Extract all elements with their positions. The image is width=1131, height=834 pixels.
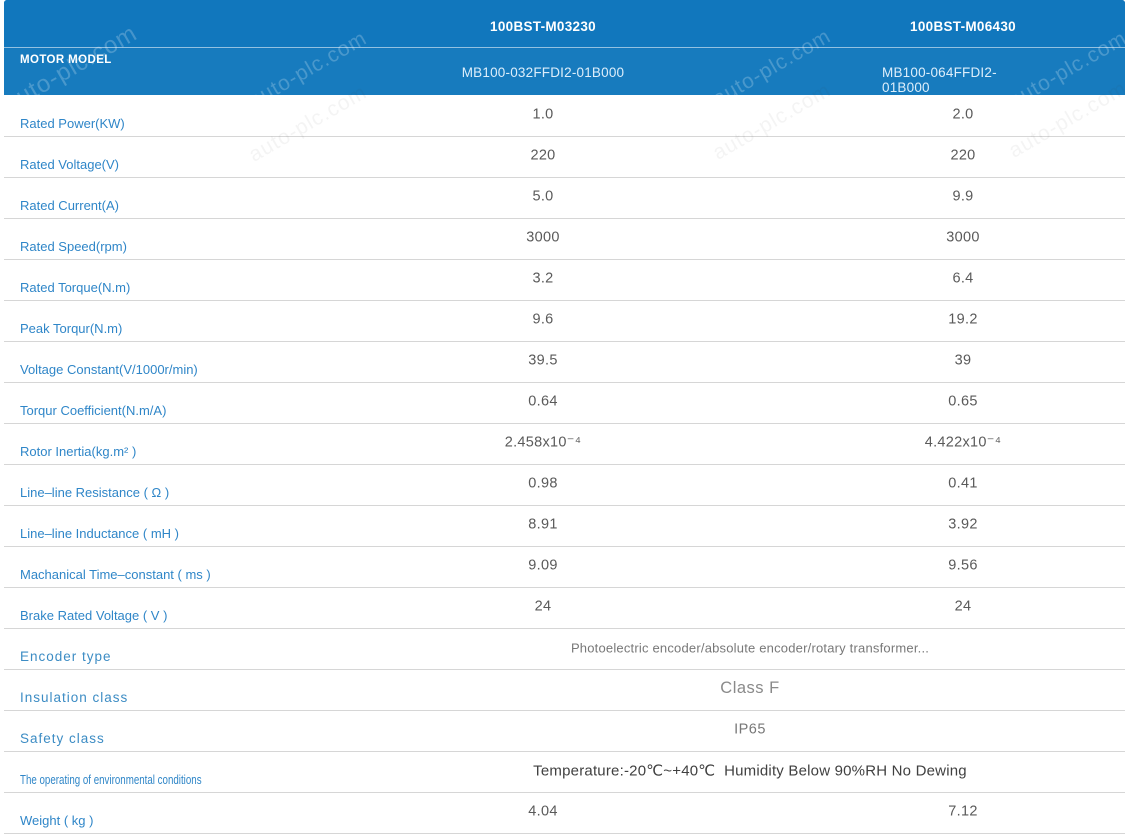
spec-value-col1: 0.98 bbox=[528, 475, 558, 492]
table-row: The operating of environmental condition… bbox=[4, 752, 1125, 793]
spec-value-col1: 24 bbox=[534, 598, 552, 615]
row-label: Rated Power(KW) bbox=[20, 116, 125, 131]
table-row: Safety class IP65 bbox=[4, 711, 1125, 752]
table-row: Machanical Time–constant ( ms ) 9.09 9.56 bbox=[4, 547, 1125, 588]
row-label: Peak Torqur(N.m) bbox=[20, 321, 123, 336]
spec-value-col2: 0.41 bbox=[948, 475, 978, 492]
spec-value-col2: 6.4 bbox=[952, 270, 974, 287]
row-label: Rated Current(A) bbox=[20, 198, 119, 213]
spec-rows: Rated Power(KW) 1.0 2.0 Rated Voltage(V) 220… bbox=[4, 95, 1125, 834]
row-label: Rated Speed(rpm) bbox=[20, 239, 127, 254]
table-row: Rated Torque(N.m) 3.2 6.4 bbox=[4, 260, 1125, 301]
spec-value-col1: 5.0 bbox=[532, 188, 554, 205]
header-model-row bbox=[4, 0, 1125, 48]
spec-value-col2: 3000 bbox=[946, 229, 980, 246]
column1-model-name: 100BST-M03230 bbox=[490, 19, 596, 34]
spec-value-col1: 2.458x10⁻⁴ bbox=[504, 434, 582, 451]
spec-value-col1: 220 bbox=[530, 147, 556, 164]
spec-value-col2: 2.0 bbox=[952, 106, 974, 123]
table-row: Rated Speed(rpm) 3000 3000 bbox=[4, 219, 1125, 260]
table-row: Rated Voltage(V) 220 220 bbox=[4, 137, 1125, 178]
row-label: Insulation class bbox=[20, 690, 129, 705]
spec-value-col2: 7.12 bbox=[948, 803, 978, 820]
row-label: Torqur Coefficient(N.m/A) bbox=[20, 403, 167, 418]
table-row: Line–line Resistance ( Ω ) 0.98 0.41 bbox=[4, 465, 1125, 506]
spec-value-col1: 9.6 bbox=[532, 311, 554, 328]
table-row: Peak Torqur(N.m) 9.6 19.2 bbox=[4, 301, 1125, 342]
table-row: Insulation class Class F bbox=[4, 670, 1125, 711]
row-label: Brake Rated Voltage ( V ) bbox=[20, 608, 168, 623]
spec-value-col2: 19.2 bbox=[948, 311, 978, 328]
spec-value-merged: Photoelectric encoder/absolute encoder/r… bbox=[570, 640, 930, 656]
table-row: Voltage Constant(V/1000r/min) 39.5 39 bbox=[4, 342, 1125, 383]
spec-value-col1: 4.04 bbox=[528, 803, 558, 820]
spec-value-col2: 0.65 bbox=[948, 393, 978, 410]
table-row: Rotor Inertia(kg.m² ) 2.458x10⁻⁴ 4.422x10⁻… bbox=[4, 424, 1125, 465]
spec-value-col1: 39.5 bbox=[528, 352, 558, 369]
row-label: The operating of environmental condition… bbox=[20, 773, 202, 787]
spec-value-merged: Temperature:-20℃~+40℃ Humidity Below 90%… bbox=[533, 762, 967, 780]
row-label: Weight ( kg ) bbox=[20, 813, 94, 828]
spec-value-col1: 1.0 bbox=[532, 106, 554, 123]
spec-value-col1: 0.64 bbox=[528, 393, 558, 410]
table-row: Torqur Coefficient(N.m/A) 0.64 0.65 bbox=[4, 383, 1125, 424]
row-label: Voltage Constant(V/1000r/min) bbox=[20, 362, 198, 377]
spec-value-merged: IP65 bbox=[734, 721, 766, 738]
spec-value-col1: 3000 bbox=[526, 229, 560, 246]
table-header: auto-plc.com auto-plc.com auto-plc.com a… bbox=[4, 0, 1125, 95]
column2-part-number: MB100-064FFDI2-01B000 bbox=[882, 65, 997, 95]
row-label: Rated Torque(N.m) bbox=[20, 280, 131, 295]
table-row: Weight ( kg ) 4.04 7.12 bbox=[4, 793, 1125, 834]
table-row: Encoder type Photoelectric encoder/absolu… bbox=[4, 629, 1125, 670]
column1-part-number: MB100-032FFDI2-01B000 bbox=[461, 65, 625, 80]
table-row: Rated Current(A) 5.0 9.9 bbox=[4, 178, 1125, 219]
row-label: Safety class bbox=[20, 731, 105, 746]
motor-spec-table: auto-plc.com auto-plc.com auto-plc.com a… bbox=[4, 0, 1125, 834]
spec-value-col2: 220 bbox=[950, 147, 976, 164]
column2-model-name: 100BST-M06430 bbox=[910, 19, 1016, 34]
spec-value-col2: 9.56 bbox=[948, 557, 978, 574]
spec-value-col2: 4.422x10⁻⁴ bbox=[924, 434, 1002, 451]
spec-value-col2: 9.9 bbox=[952, 188, 974, 205]
spec-value-col1: 3.2 bbox=[532, 270, 554, 287]
motor-model-header-label: MOTOR MODEL bbox=[20, 54, 112, 66]
spec-value-col2: 39 bbox=[954, 352, 972, 369]
table-row: Rated Power(KW) 1.0 2.0 bbox=[4, 95, 1125, 137]
header-part-row bbox=[4, 49, 1125, 95]
row-label: Machanical Time–constant ( ms ) bbox=[20, 567, 211, 582]
spec-value-col1: 9.09 bbox=[528, 557, 558, 574]
spec-value-col2: 24 bbox=[954, 598, 972, 615]
row-label: Rated Voltage(V) bbox=[20, 157, 120, 172]
table-row: Brake Rated Voltage ( V ) 24 24 bbox=[4, 588, 1125, 629]
spec-value-col2: 3.92 bbox=[948, 516, 978, 533]
spec-value-col1: 8.91 bbox=[528, 516, 558, 533]
row-label: Line–line Resistance ( Ω ) bbox=[20, 485, 170, 500]
row-label: Rotor Inertia(kg.m² ) bbox=[20, 444, 137, 459]
spec-value-merged: Class F bbox=[720, 678, 780, 697]
table-row: Line–line Inductance ( mH ) 8.91 3.92 bbox=[4, 506, 1125, 547]
row-label: Encoder type bbox=[20, 649, 112, 664]
row-label: Line–line Inductance ( mH ) bbox=[20, 526, 179, 541]
